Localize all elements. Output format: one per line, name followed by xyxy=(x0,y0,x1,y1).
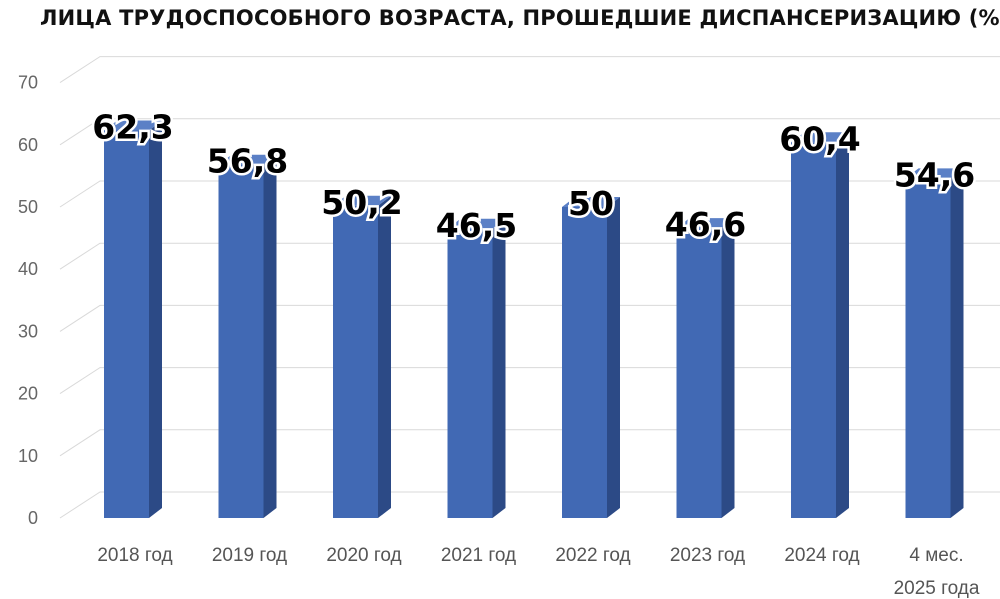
bar-front xyxy=(333,205,378,519)
data-label: 46,6 xyxy=(665,205,746,244)
x-tick-label: 2024 год xyxy=(784,545,859,566)
x-tick-label: 2021 год xyxy=(441,545,516,566)
x-tick-label: 2020 год xyxy=(326,545,401,566)
bar-top xyxy=(447,218,506,229)
gridline xyxy=(59,180,1000,208)
x-tick-line: 2024 год xyxy=(784,545,859,566)
bar-top xyxy=(218,154,277,165)
bar xyxy=(218,154,277,519)
y-tick-label: 70 xyxy=(18,73,38,93)
bar xyxy=(562,197,620,518)
x-tick-label: 2018 год xyxy=(97,545,172,566)
y-tick-label: 30 xyxy=(18,321,38,341)
bar-side xyxy=(149,120,162,518)
bar-front xyxy=(218,164,264,519)
bar-top xyxy=(104,120,162,131)
gridline xyxy=(59,304,1000,332)
data-label: 46,5 xyxy=(436,206,517,245)
data-label: 60,4 xyxy=(779,119,860,158)
data-label: 56,8 xyxy=(207,142,288,181)
bar-front xyxy=(905,178,951,518)
bar xyxy=(676,218,735,518)
x-tick-line: 2019 год xyxy=(212,545,287,566)
y-tick-label: 20 xyxy=(18,384,38,404)
bar-front xyxy=(447,228,493,518)
bar xyxy=(333,195,391,519)
bar-side xyxy=(607,197,620,518)
data-label: 50 xyxy=(568,184,614,223)
bar-top xyxy=(905,168,964,179)
bar xyxy=(104,120,162,518)
x-tick-line: 4 мес. xyxy=(909,545,963,566)
bar-side xyxy=(263,154,277,519)
bar-side xyxy=(721,218,735,518)
y-tick-label: 10 xyxy=(18,446,38,466)
x-tick-line: 2021 год xyxy=(441,545,516,566)
gridline xyxy=(59,56,1000,84)
y-tick-label: 40 xyxy=(18,259,38,279)
x-tick-label: 2023 год xyxy=(670,545,745,566)
gridline xyxy=(59,242,1000,270)
bar-top xyxy=(333,195,391,206)
x-tick-label: 2019 год xyxy=(212,545,287,566)
x-tick-line: 2025 года xyxy=(894,578,980,599)
bar-front xyxy=(676,228,722,518)
x-tick-line: 2023 год xyxy=(670,545,745,566)
bar-side xyxy=(492,218,506,518)
data-label: 62,3 xyxy=(92,107,173,146)
x-tick-line: 2018 год xyxy=(97,545,172,566)
data-label: 50,2 xyxy=(321,183,402,222)
bar-front xyxy=(104,130,149,518)
y-tick-label: 50 xyxy=(18,197,38,217)
bar-front xyxy=(791,142,836,518)
y-tick-label: 60 xyxy=(18,135,38,155)
bar-side xyxy=(950,168,964,518)
x-tick-line: 2020 год xyxy=(326,545,401,566)
bar xyxy=(905,168,964,518)
x-tick-label: 4 мес. 2025 года xyxy=(894,545,980,599)
bar xyxy=(447,218,506,518)
gridline xyxy=(59,118,1000,146)
gridline xyxy=(59,429,1000,457)
x-tick-label: 2022 год xyxy=(555,545,630,566)
x-tick-line: 2022 год xyxy=(555,545,630,566)
bar-top xyxy=(676,218,735,229)
bar-front xyxy=(562,207,607,518)
gridline xyxy=(59,491,1000,519)
bar xyxy=(791,132,849,518)
data-label: 54,6 xyxy=(894,155,975,194)
bar-side xyxy=(836,132,849,518)
gridlines xyxy=(59,56,1000,519)
chart-title: ЛИЦА ТРУДОСПОСОБНОГО ВОЗРАСТА, ПРОШЕДШИЕ… xyxy=(40,6,1000,30)
bar-top xyxy=(562,197,620,207)
bar-side xyxy=(378,195,391,519)
y-tick-label: 0 xyxy=(28,508,38,528)
bar-top xyxy=(791,132,849,143)
gridline xyxy=(59,367,1000,395)
